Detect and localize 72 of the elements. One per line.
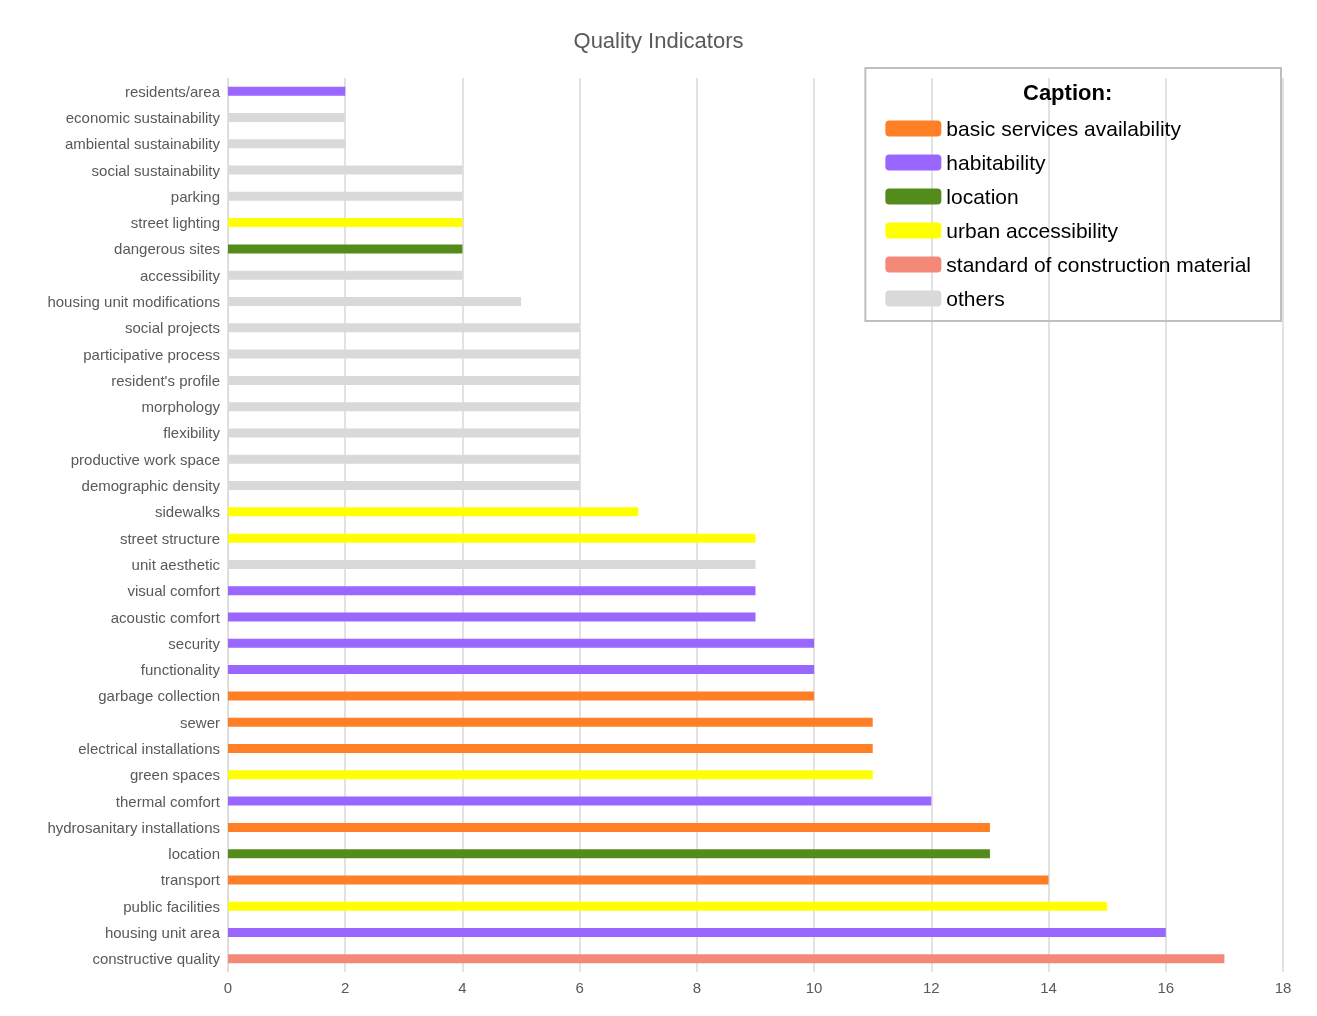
legend-label: habitability: [946, 151, 1047, 174]
y-tick-label: demographic density: [81, 477, 221, 495]
bar: [228, 612, 756, 622]
legend-label: basic services availability: [946, 117, 1182, 140]
legend-label: standard of construction material: [946, 253, 1251, 276]
y-tick-label: housing unit modifications: [47, 293, 220, 310]
bar: [228, 244, 463, 254]
y-tick-label: parking: [170, 187, 220, 205]
y-tick-label: sewer: [179, 713, 220, 731]
bar: [228, 901, 1108, 911]
y-tick-label: residents/area: [124, 82, 221, 100]
bar: [228, 218, 463, 228]
y-tick-label: acoustic comfort: [110, 608, 221, 626]
y-tick-label: sidewalks: [154, 503, 220, 521]
y-tick-label: participative process: [83, 345, 220, 363]
bar: [228, 954, 1225, 964]
y-tick-label: functionality: [140, 661, 221, 679]
y-tick-label: green spaces: [129, 766, 220, 784]
legend-label: others: [946, 287, 1005, 310]
y-tick-label: garbage collection: [98, 687, 220, 705]
bar: [228, 638, 815, 648]
bar: [228, 665, 815, 675]
x-tick-label: 6: [575, 979, 584, 996]
bar: [228, 770, 873, 780]
x-tick-label: 16: [1157, 979, 1175, 996]
legend-label: urban accessibility: [946, 219, 1119, 242]
y-tick-label: accessibility: [139, 266, 221, 284]
bar: [228, 533, 756, 543]
y-tick-label: unit aesthetic: [131, 555, 221, 573]
bar: [228, 86, 346, 96]
bar: [228, 849, 990, 859]
y-tick-label: ambiental sustainability: [64, 135, 221, 153]
x-tick-label: 4: [458, 979, 467, 996]
y-tick-label: location: [168, 845, 220, 863]
bar: [228, 796, 932, 806]
y-tick-label: visual comfort: [127, 582, 221, 600]
bar: [228, 875, 1049, 885]
y-tick-label: thermal comfort: [115, 792, 221, 810]
x-tick-label: 12: [922, 979, 940, 996]
bar: [228, 691, 815, 701]
chart-title: Quality Indicators: [573, 27, 744, 53]
y-tick-label: street lighting: [130, 214, 220, 232]
bar: [228, 717, 873, 727]
y-tick-label: housing unit area: [104, 924, 221, 942]
x-tick-label: 10: [805, 979, 823, 996]
legend-title: Caption:: [1023, 79, 1113, 105]
y-tick-label: economic sustainability: [65, 108, 221, 126]
y-tick-label: security: [168, 634, 221, 652]
bar: [228, 928, 1166, 938]
x-tick-label: 8: [692, 979, 702, 996]
y-tick-label: resident's profile: [111, 371, 220, 389]
y-tick-label: transport: [160, 871, 221, 889]
x-tick-label: 2: [341, 979, 350, 996]
y-tick-label: hydrosanitary installations: [47, 818, 220, 836]
x-tick-label: 0: [223, 979, 233, 996]
bar: [228, 507, 639, 517]
y-tick-label: social projects: [124, 319, 220, 337]
x-tick-label: 14: [1040, 979, 1057, 996]
y-tick-label: constructive quality: [92, 950, 221, 968]
y-tick-label: public facilities: [123, 897, 220, 915]
legend-label: location: [946, 185, 1019, 208]
y-tick-label: flexibility: [163, 424, 221, 442]
y-tick-label: productive work space: [70, 450, 220, 468]
bar: [228, 744, 873, 753]
x-tick-label: 18: [1274, 979, 1292, 996]
y-tick-label: social sustainability: [91, 161, 221, 179]
y-tick-label: morphology: [141, 398, 221, 416]
bar: [228, 586, 756, 596]
y-tick-label: electrical installations: [78, 740, 220, 757]
bar: [228, 822, 990, 832]
y-tick-label: dangerous sites: [114, 240, 220, 258]
y-tick-label: street structure: [119, 529, 220, 547]
